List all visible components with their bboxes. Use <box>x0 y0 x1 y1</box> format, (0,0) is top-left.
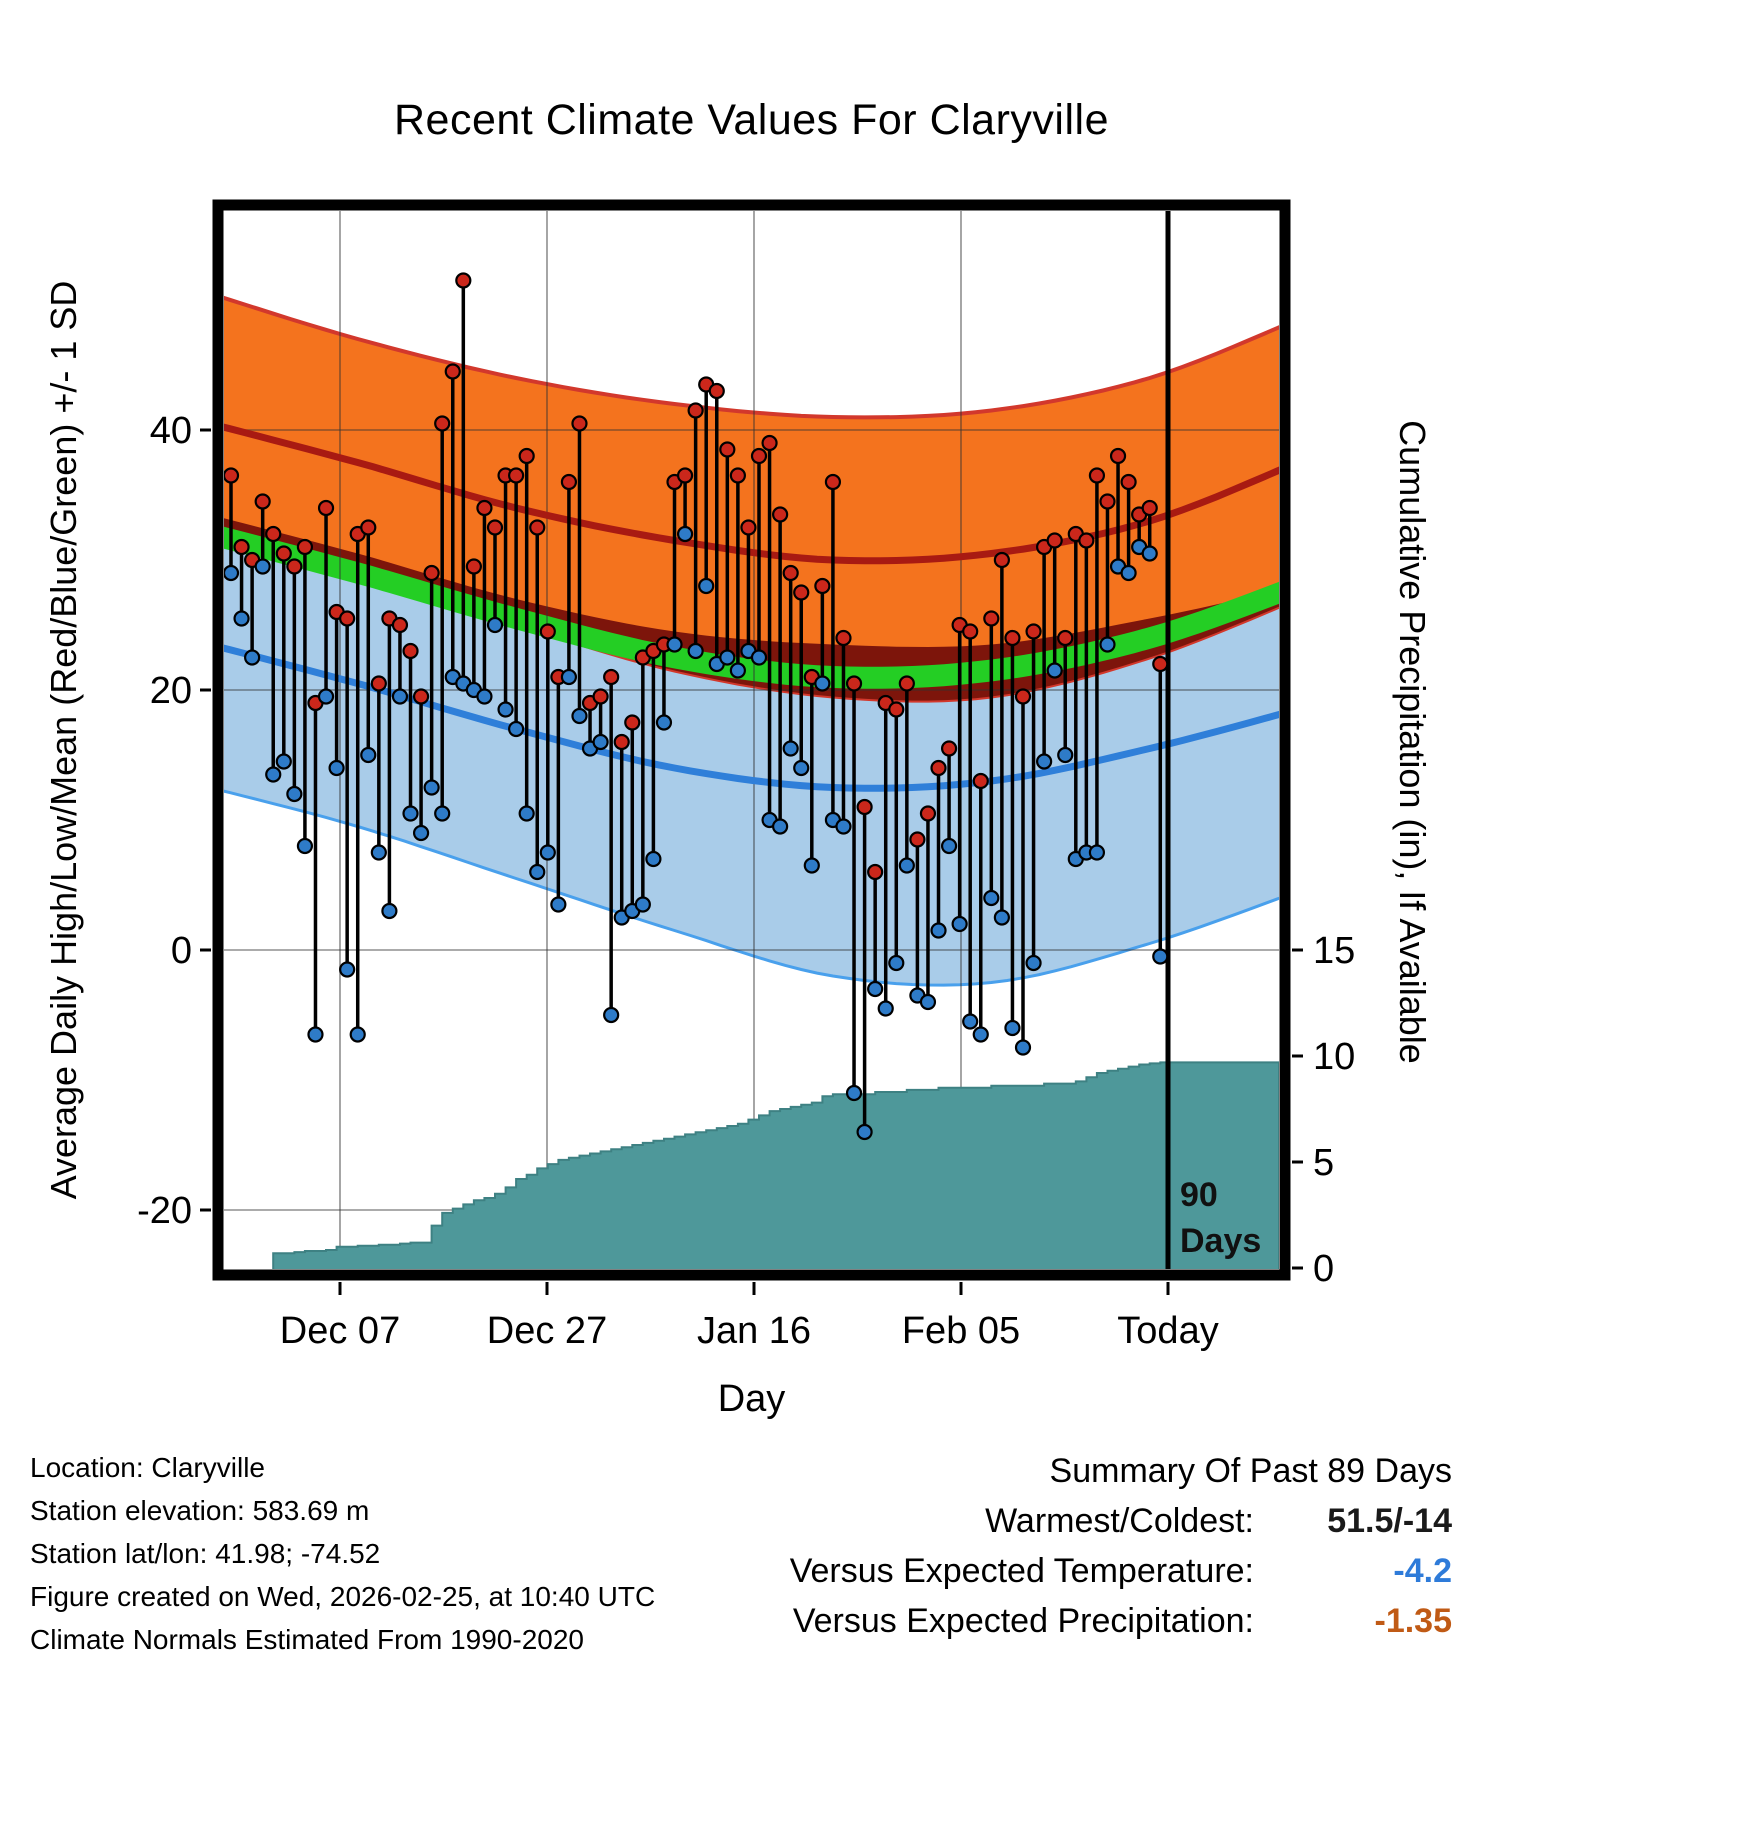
chart-title: Recent Climate Values For Claryville <box>394 96 1109 144</box>
summary-row: Versus Expected Temperature: -4.2 <box>790 1546 1452 1596</box>
station-info: Location: Claryville Station elevation: … <box>30 1446 655 1661</box>
svg-text:0: 0 <box>171 930 192 972</box>
svg-text:15: 15 <box>1313 930 1355 972</box>
summary-value: -1.35 <box>1374 1602 1453 1640</box>
svg-text:5: 5 <box>1313 1142 1334 1184</box>
svg-text:90: 90 <box>1180 1176 1218 1214</box>
svg-text:0: 0 <box>1313 1248 1334 1290</box>
summary-value: -4.2 <box>1393 1552 1452 1590</box>
summary-value: 51.5/-14 <box>1327 1502 1452 1540</box>
station-info-line: Station lat/lon: 41.98; -74.52 <box>30 1538 381 1569</box>
station-info-line: Station elevation: 583.69 m <box>30 1495 370 1526</box>
svg-text:Dec 07: Dec 07 <box>280 1310 400 1352</box>
svg-text:20: 20 <box>150 670 192 712</box>
station-info-line: Location: Claryville <box>30 1452 265 1483</box>
summary-label: Versus Expected Precipitation: <box>792 1602 1254 1640</box>
station-info-line: Climate Normals Estimated From 1990-2020 <box>30 1624 584 1655</box>
svg-text:10: 10 <box>1313 1036 1355 1078</box>
svg-text:Dec 27: Dec 27 <box>487 1310 607 1352</box>
summary-panel: Summary Of Past 89 Days Warmest/Coldest:… <box>790 1446 1452 1646</box>
station-info-line: Figure created on Wed, 2026-02-25, at 10… <box>30 1581 656 1612</box>
summary-row: Versus Expected Precipitation: -1.35 <box>790 1596 1452 1646</box>
summary-label: Warmest/Coldest: <box>985 1502 1254 1540</box>
svg-text:Days: Days <box>1180 1222 1261 1260</box>
summary-row: Warmest/Coldest: 51.5/-14 <box>790 1496 1452 1546</box>
x-axis-label: Day <box>717 1378 786 1420</box>
left-axis-label: Average Daily High/Low/Mean (Red/Blue/Gr… <box>43 280 84 1200</box>
summary-title: Summary Of Past 89 Days <box>1049 1452 1452 1490</box>
svg-text:Today: Today <box>1117 1310 1218 1352</box>
svg-text:Jan 16: Jan 16 <box>697 1310 811 1352</box>
svg-text:-20: -20 <box>137 1190 192 1232</box>
summary-label: Versus Expected Temperature: <box>789 1552 1254 1590</box>
right-axis-label: Cumulative Precipitation (in), If Availa… <box>1392 420 1433 1064</box>
svg-text:40: 40 <box>150 410 192 452</box>
svg-text:Feb 05: Feb 05 <box>902 1310 1020 1352</box>
